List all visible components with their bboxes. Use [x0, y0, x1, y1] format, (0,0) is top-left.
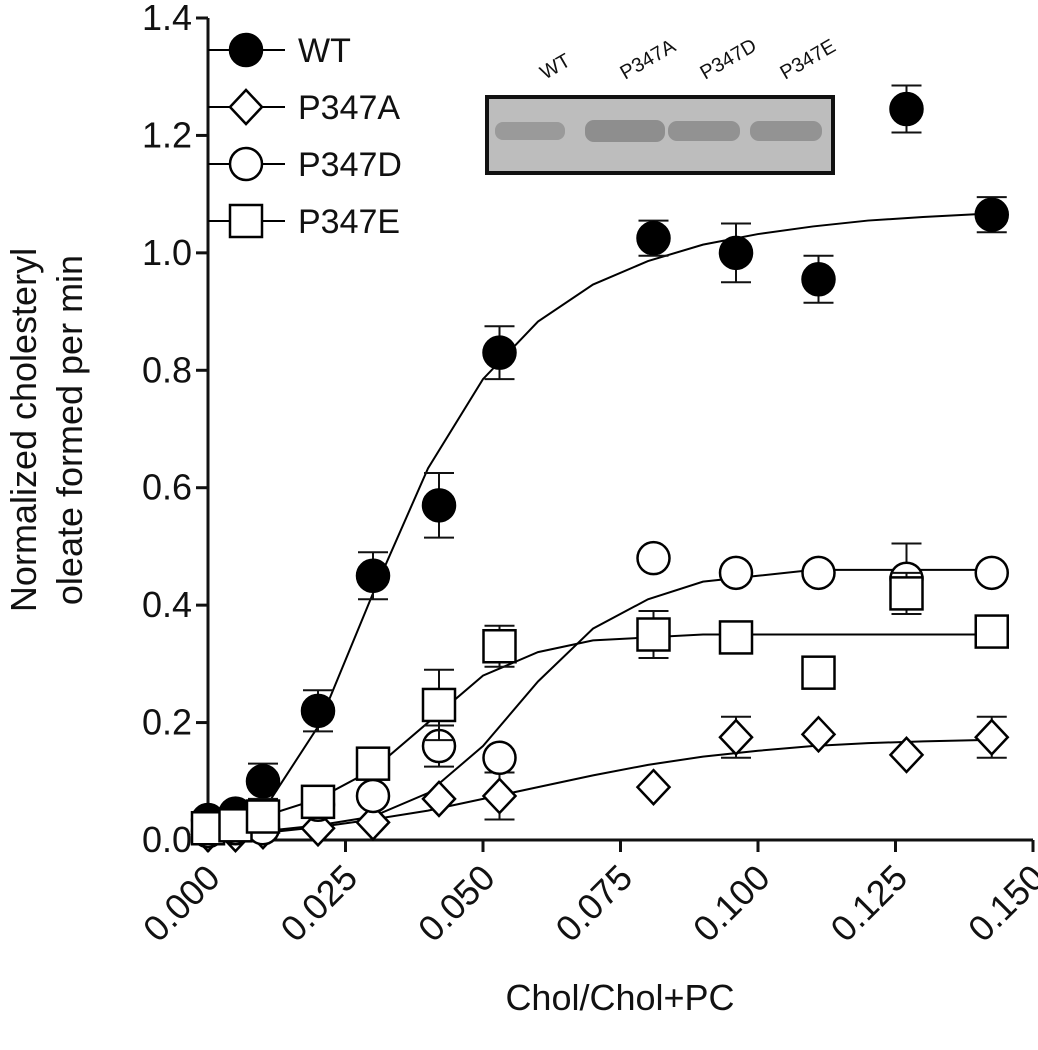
y-axis-title-line: Normalized cholesteryl	[3, 248, 44, 612]
marker	[355, 803, 391, 842]
legend-entry: P347D	[208, 146, 402, 184]
legend-entry: P347A	[208, 88, 400, 127]
marker	[974, 555, 1009, 591]
lane-label: P347D	[697, 35, 761, 85]
y-tick-label: 0.4	[142, 584, 192, 625]
marker	[801, 655, 836, 690]
y-axis-title-line: oleate formed per min	[49, 255, 90, 605]
lane-label: WT	[537, 50, 575, 85]
fit-curve	[207, 739, 979, 839]
y-tick-label: 0.2	[142, 702, 192, 743]
legend-label: P347E	[298, 203, 400, 241]
legend-label: P347D	[298, 146, 402, 184]
marker	[355, 778, 391, 814]
marker	[635, 768, 672, 806]
blot-band	[495, 122, 565, 140]
marker	[974, 614, 1009, 649]
marker	[718, 555, 754, 591]
marker	[482, 335, 517, 370]
y-tick-label: 1.4	[142, 0, 192, 38]
marker	[974, 197, 1009, 232]
marker	[801, 262, 836, 297]
marker	[889, 91, 924, 127]
marker	[482, 740, 517, 776]
blot-band	[750, 121, 822, 141]
fit-curve	[207, 568, 978, 836]
x-tick-label: 0.075	[547, 857, 640, 950]
marker	[636, 617, 671, 652]
marker	[801, 555, 836, 591]
lane-label: P347E	[777, 35, 840, 84]
y-axis-title: Normalized cholesteryl oleate formed per…	[3, 248, 90, 612]
y-tick-label: 1.2	[142, 114, 192, 155]
x-tick-label: 0.050	[410, 857, 503, 950]
marker	[888, 736, 925, 774]
series	[190, 715, 1010, 853]
series	[190, 571, 1009, 846]
blot-band	[668, 121, 740, 141]
marker	[355, 746, 391, 781]
blot-band	[585, 120, 665, 142]
legend-entry: WT	[208, 32, 351, 70]
marker	[421, 488, 457, 523]
marker	[481, 777, 518, 815]
y-tick-label: 0.6	[142, 467, 192, 508]
marker	[974, 718, 1010, 757]
x-tick-label: 0.150	[960, 857, 1038, 950]
marker	[228, 32, 264, 68]
x-tick-label: 0.000	[135, 857, 228, 950]
marker	[718, 620, 754, 655]
marker	[245, 764, 281, 799]
legend-entry: P347E	[208, 203, 400, 241]
marker	[228, 88, 264, 126]
marker	[300, 784, 336, 820]
marker	[636, 220, 671, 256]
blot-inset	[485, 95, 835, 175]
marker	[300, 693, 336, 729]
marker	[800, 715, 837, 754]
x-tick-label: 0.125	[822, 857, 915, 950]
marker	[228, 203, 264, 239]
marker	[355, 558, 391, 594]
marker	[228, 146, 264, 182]
marker	[421, 687, 457, 723]
legend-label: WT	[298, 32, 351, 70]
legend-label: P347A	[298, 89, 400, 127]
marker	[636, 540, 671, 576]
lane-label: P347A	[617, 35, 681, 84]
y-tick-label: 0.8	[142, 349, 192, 390]
marker	[718, 235, 754, 271]
fit-curve	[207, 213, 979, 830]
x-tick-label: 0.100	[685, 857, 778, 950]
fit-curve	[207, 633, 978, 830]
marker	[889, 576, 924, 611]
y-tick-label: 0.0	[142, 819, 192, 860]
series	[190, 84, 1009, 838]
y-tick-label: 1.0	[142, 232, 192, 273]
marker	[718, 718, 754, 757]
x-axis-title: Chol/Chol+PC	[505, 977, 734, 1018]
marker	[421, 780, 457, 818]
x-tick-label: 0.025	[272, 857, 365, 950]
marker	[482, 628, 517, 664]
marker	[245, 799, 281, 834]
